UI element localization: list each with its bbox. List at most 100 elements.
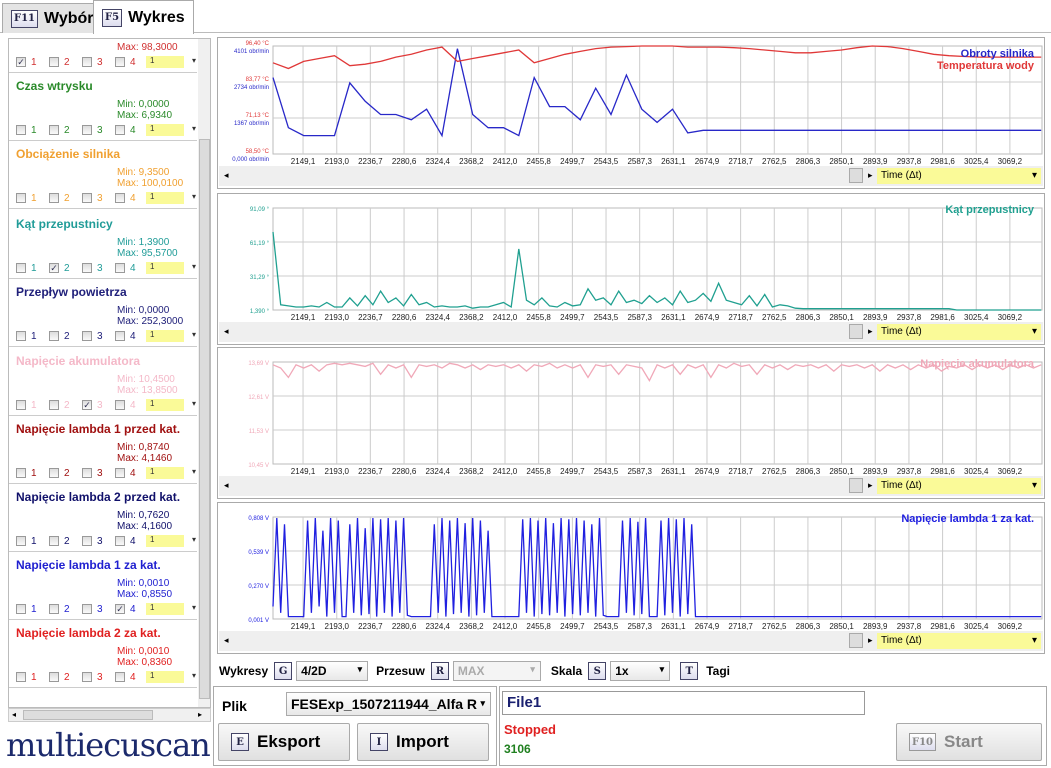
key-badge[interactable]: S	[588, 662, 607, 680]
checkbox[interactable]	[49, 125, 59, 135]
checkbox[interactable]	[115, 331, 125, 341]
chart-1-checkbox[interactable]: 1	[16, 331, 49, 342]
time-axis-dropdown[interactable]: Time (Δt) ▾	[877, 478, 1041, 494]
checkbox[interactable]: ✓	[16, 57, 26, 67]
scrollbar-thumb[interactable]	[849, 633, 863, 648]
checkbox[interactable]	[82, 536, 92, 546]
checkbox[interactable]	[82, 604, 92, 614]
scrollbar-thumb[interactable]	[849, 478, 863, 493]
time-axis-dropdown[interactable]: Time (Δt) ▾	[877, 633, 1041, 649]
checkbox[interactable]	[16, 400, 26, 410]
chart-1-checkbox[interactable]: 1	[16, 263, 49, 274]
skala-dropdown[interactable]: 1x ▾	[610, 661, 671, 681]
chart-2-checkbox[interactable]: 2	[49, 468, 82, 479]
file-name-field[interactable]: File1	[502, 691, 865, 715]
chart-2-checkbox[interactable]: 2	[49, 400, 82, 411]
checkbox[interactable]	[115, 263, 125, 273]
checkbox[interactable]	[16, 193, 26, 203]
tab-wykres[interactable]: F5 Wykres	[93, 0, 194, 34]
chart-3-checkbox[interactable]: 3	[82, 263, 115, 274]
chart-4-checkbox[interactable]: 4	[115, 536, 148, 547]
checkbox[interactable]	[115, 400, 125, 410]
chart-4-checkbox[interactable]: 4	[115, 331, 148, 342]
scroll-right-icon[interactable]: ▸	[868, 635, 873, 645]
scroll-left-icon[interactable]: ◂	[224, 170, 229, 180]
chart-2-checkbox[interactable]: 2	[49, 536, 82, 547]
scroll-right-icon[interactable]: ▸	[868, 326, 873, 336]
scroll-left-icon[interactable]: ◂	[224, 326, 229, 336]
checkbox[interactable]	[49, 604, 59, 614]
chart-1-checkbox[interactable]: 1	[16, 468, 49, 479]
time-scrollbar[interactable]: ◂ ▸ Time (Δt) ▾	[219, 631, 1043, 651]
tab-wybor[interactable]: F11 Wybór	[2, 3, 103, 33]
checkbox[interactable]	[49, 57, 59, 67]
time-scrollbar[interactable]: ◂ ▸ Time (Δt) ▾	[219, 476, 1043, 496]
chart-3-checkbox[interactable]: 3	[82, 125, 115, 136]
checkbox[interactable]	[16, 536, 26, 546]
import-button[interactable]: I Import	[357, 723, 489, 761]
horizontal-scrollbar[interactable]: ◂ ▸	[8, 708, 211, 722]
chart-4-checkbox[interactable]: 4	[115, 57, 148, 68]
checkbox[interactable]	[16, 672, 26, 682]
scroll-right-icon[interactable]: ▸	[868, 480, 873, 490]
file-dropdown[interactable]: FESExp_1507211944_Alfa R ▾	[286, 692, 491, 716]
chart-4-checkbox[interactable]: 4	[115, 125, 148, 136]
axis-dropdown[interactable]: 1 ▾	[146, 56, 196, 68]
scroll-left-icon[interactable]: ◂	[224, 480, 229, 490]
time-axis-dropdown[interactable]: Time (Δt) ▾	[877, 324, 1041, 340]
axis-dropdown[interactable]: 1 ▾	[146, 467, 196, 479]
key-badge[interactable]: G	[274, 662, 293, 680]
chart-4-checkbox[interactable]: 4	[115, 193, 148, 204]
chart-2-checkbox[interactable]: 2	[49, 125, 82, 136]
chart-3-checkbox[interactable]: 3	[82, 604, 115, 615]
checkbox[interactable]	[49, 400, 59, 410]
chart-4-checkbox[interactable]: ✓ 4	[115, 604, 148, 615]
checkbox[interactable]	[115, 468, 125, 478]
checkbox[interactable]	[49, 468, 59, 478]
checkbox[interactable]	[115, 193, 125, 203]
checkbox[interactable]	[16, 125, 26, 135]
key-badge[interactable]: R	[430, 662, 449, 680]
chart-1-checkbox[interactable]: 1	[16, 193, 49, 204]
chart-1-checkbox[interactable]: 1	[16, 536, 49, 547]
chart-2-checkbox[interactable]: 2	[49, 331, 82, 342]
chart-1-checkbox[interactable]: 1	[16, 672, 49, 683]
checkbox[interactable]	[82, 263, 92, 273]
time-scrollbar[interactable]: ◂ ▸ Time (Δt) ▾	[219, 322, 1043, 342]
checkbox[interactable]	[49, 331, 59, 341]
axis-dropdown[interactable]: 1 ▾	[146, 330, 196, 342]
checkbox[interactable]	[49, 672, 59, 682]
checkbox[interactable]: ✓	[82, 400, 92, 410]
checkbox[interactable]	[82, 57, 92, 67]
checkbox[interactable]	[82, 468, 92, 478]
time-axis-dropdown[interactable]: Time (Δt) ▾	[877, 168, 1041, 184]
checkbox[interactable]	[82, 125, 92, 135]
eksport-button[interactable]: E Eksport	[218, 723, 350, 761]
checkbox[interactable]	[115, 536, 125, 546]
chart-4-checkbox[interactable]: 4	[115, 468, 148, 479]
checkbox[interactable]	[82, 672, 92, 682]
chart-3-checkbox[interactable]: 3	[82, 193, 115, 204]
checkbox[interactable]	[115, 57, 125, 67]
chart-2-checkbox[interactable]: 2	[49, 57, 82, 68]
checkbox[interactable]	[16, 263, 26, 273]
chart-4-checkbox[interactable]: 4	[115, 672, 148, 683]
chart-1-checkbox[interactable]: 1	[16, 125, 49, 136]
chart-3-checkbox[interactable]: 3	[82, 331, 115, 342]
scrollbar-thumb[interactable]	[199, 139, 210, 699]
start-button[interactable]: F10 Start	[896, 723, 1042, 761]
checkbox[interactable]	[82, 193, 92, 203]
chart-1-checkbox[interactable]: 1	[16, 604, 49, 615]
checkbox[interactable]	[16, 331, 26, 341]
axis-dropdown[interactable]: 1 ▾	[146, 535, 196, 547]
scrollbar-thumb[interactable]	[849, 168, 863, 183]
axis-dropdown[interactable]: 1 ▾	[146, 671, 196, 683]
chart-3-checkbox[interactable]: 3	[82, 672, 115, 683]
checkbox[interactable]	[49, 536, 59, 546]
checkbox[interactable]	[49, 193, 59, 203]
checkbox[interactable]: ✓	[115, 604, 125, 614]
chart-1-checkbox[interactable]: ✓ 1	[16, 57, 49, 68]
axis-dropdown[interactable]: 1 ▾	[146, 124, 196, 136]
checkbox[interactable]	[115, 125, 125, 135]
przesuw-dropdown[interactable]: MAX ▾	[452, 661, 541, 681]
